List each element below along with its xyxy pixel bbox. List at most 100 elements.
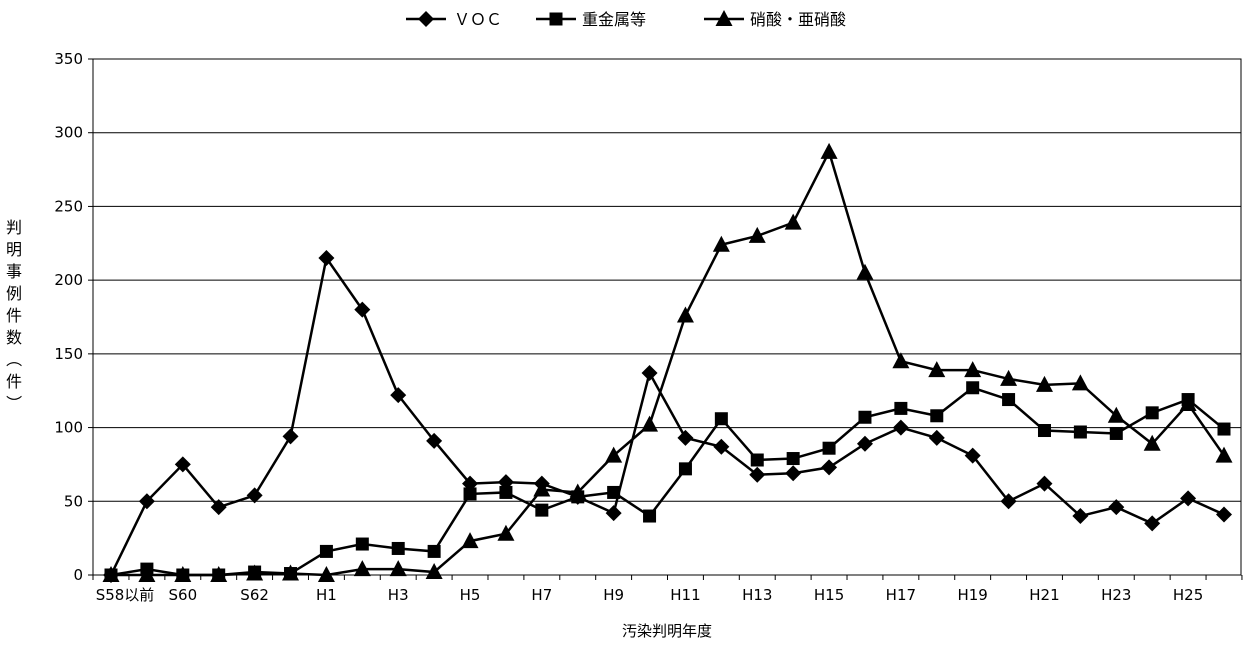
data-point xyxy=(319,544,333,558)
data-point xyxy=(535,503,549,517)
legend-label: 重金属等 xyxy=(582,10,646,29)
y-tick-label: 0 xyxy=(73,566,83,584)
data-point xyxy=(1179,394,1197,411)
data-point xyxy=(1035,375,1053,392)
data-point xyxy=(1000,369,1018,386)
x-tick-label: H21 xyxy=(1029,586,1059,604)
y-axis-label-char: 事 xyxy=(6,262,22,281)
y-tick-label: 150 xyxy=(54,345,83,363)
series-1 xyxy=(104,381,1231,582)
data-point xyxy=(786,452,800,466)
data-point xyxy=(1216,506,1232,523)
data-point xyxy=(750,453,764,467)
plot-area xyxy=(92,58,1242,576)
data-point xyxy=(1144,515,1161,532)
data-point xyxy=(389,560,407,577)
legend-marker xyxy=(715,10,733,26)
series-line xyxy=(109,254,1225,576)
legend-marker xyxy=(549,12,563,26)
data-point xyxy=(1073,425,1087,439)
x-tick-label: H23 xyxy=(1101,586,1131,604)
data-point xyxy=(712,235,730,252)
data-point xyxy=(1002,393,1016,407)
data-point xyxy=(1107,406,1125,423)
data-point xyxy=(822,441,836,455)
data-point xyxy=(138,566,156,582)
x-tick-label: S60 xyxy=(169,586,198,604)
x-tick-label: H3 xyxy=(388,586,409,604)
legend-entry: 重金属等 xyxy=(536,10,646,29)
data-point xyxy=(355,537,369,551)
x-tick-label: H17 xyxy=(886,586,916,604)
y-axis-label-char: 数 xyxy=(6,328,22,347)
data-point xyxy=(533,480,551,497)
data-point xyxy=(282,428,299,445)
x-tick-label: H19 xyxy=(957,586,987,604)
legend: ＶＯＣ 重金属等 硝酸・亜硝酸 xyxy=(406,10,846,29)
data-point xyxy=(892,419,909,436)
data-point xyxy=(605,505,622,522)
data-point xyxy=(210,499,227,516)
x-tick-label: H1 xyxy=(316,586,337,604)
x-tick-label: S58以前 xyxy=(96,586,155,604)
gridlines xyxy=(93,132,1241,502)
data-point xyxy=(858,410,872,424)
data-point xyxy=(892,352,910,369)
data-point xyxy=(318,250,335,267)
data-point xyxy=(641,415,659,432)
y-tick-label: 300 xyxy=(54,124,83,142)
data-point xyxy=(821,459,838,476)
legend-label: 硝酸・亜硝酸 xyxy=(750,10,846,29)
data-point xyxy=(317,566,335,582)
y-tick-label: 350 xyxy=(54,50,83,68)
data-point xyxy=(246,564,264,581)
data-point xyxy=(749,466,766,483)
data-point xyxy=(784,213,802,230)
data-point xyxy=(426,432,443,449)
x-tick-label: H9 xyxy=(603,586,624,604)
data-point xyxy=(748,226,766,243)
y-tick-label: 250 xyxy=(54,197,83,215)
legend-label: ＶＯＣ xyxy=(454,10,502,29)
data-point xyxy=(1215,446,1233,463)
data-point xyxy=(678,462,692,476)
y-axis-label-char: 判 xyxy=(6,218,22,237)
data-point xyxy=(1000,493,1017,510)
data-point xyxy=(499,485,513,499)
data-point xyxy=(174,566,192,582)
data-point xyxy=(1109,426,1123,440)
data-point xyxy=(1036,475,1053,492)
data-point xyxy=(928,429,945,446)
data-point xyxy=(1037,424,1051,438)
legend-marker xyxy=(418,11,434,27)
data-point xyxy=(714,412,728,426)
series-line xyxy=(110,386,1225,577)
data-point xyxy=(463,487,477,501)
data-point xyxy=(820,142,838,159)
data-point xyxy=(461,532,479,549)
data-point xyxy=(1217,422,1231,436)
data-point xyxy=(785,465,802,482)
x-tick-label: H13 xyxy=(742,586,772,604)
x-tick-label: H11 xyxy=(670,586,700,604)
x-tick-label: H5 xyxy=(460,586,481,604)
y-axis-label-char: ） xyxy=(4,395,23,411)
data-point xyxy=(102,566,120,582)
legend-entry: 硝酸・亜硝酸 xyxy=(704,10,846,29)
data-point xyxy=(641,365,658,382)
data-point xyxy=(964,447,981,464)
x-axis-label: 汚染判明年度 xyxy=(622,622,712,640)
data-point xyxy=(497,524,515,541)
x-tick-label: H7 xyxy=(531,586,552,604)
data-point xyxy=(425,563,443,580)
data-point xyxy=(1072,508,1089,525)
x-tick-label: H25 xyxy=(1173,586,1203,604)
data-point xyxy=(930,409,944,423)
data-point xyxy=(856,263,874,280)
data-point xyxy=(210,566,228,582)
data-point xyxy=(174,456,191,473)
series-layer xyxy=(102,142,1233,583)
